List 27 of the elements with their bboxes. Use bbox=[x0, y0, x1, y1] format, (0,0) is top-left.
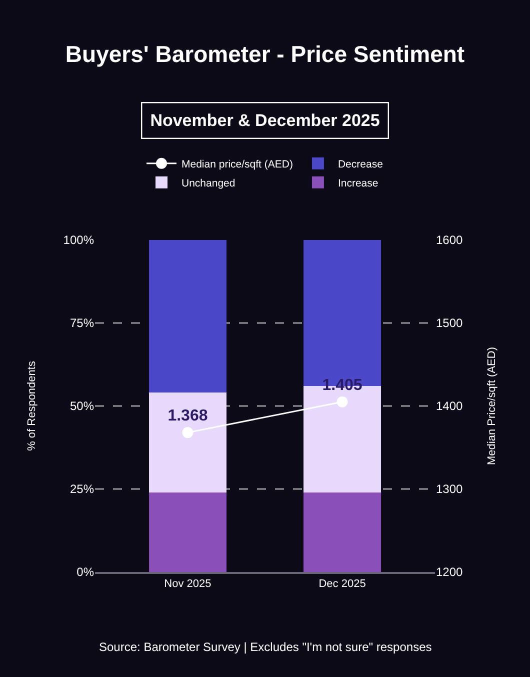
y-tick-label: 50% bbox=[70, 399, 94, 414]
y-axis-title: % of Respondents bbox=[26, 360, 38, 451]
y2-tick-label: 1500 bbox=[436, 316, 464, 330]
legend-label: Decrease bbox=[338, 158, 384, 170]
data-label: 1.405 bbox=[322, 376, 362, 394]
y-tick-label: 75% bbox=[70, 316, 94, 330]
x-tick-label: Nov 2025 bbox=[164, 578, 212, 590]
y-tick-label: 0% bbox=[76, 565, 94, 580]
legend-label: Unchanged bbox=[182, 177, 236, 190]
x-tick-label: Dec 2025 bbox=[318, 578, 366, 590]
y2-tick-label: 1200 bbox=[436, 565, 464, 580]
bar bbox=[149, 392, 226, 492]
source-note: Source: Barometer Survey | Excludes "I'm not sure" responses bbox=[99, 640, 432, 654]
y-tick-label: 25% bbox=[70, 482, 94, 496]
y2-tick-label: 1300 bbox=[436, 482, 464, 496]
bar bbox=[304, 492, 381, 572]
chart-title: Buyers' Barometer - Price Sentiment bbox=[65, 41, 465, 68]
legend-label: Increase bbox=[338, 177, 378, 190]
bar bbox=[149, 240, 226, 393]
y2-tick-label: 1600 bbox=[436, 233, 464, 248]
bar bbox=[149, 492, 226, 572]
y-tick-label: 100% bbox=[63, 233, 94, 248]
y2-axis-title: Median Price/sqft (AED) bbox=[486, 347, 498, 465]
y2-tick-label: 1400 bbox=[436, 399, 464, 414]
legend-label: Median price/sqft (AED) bbox=[182, 158, 293, 170]
data-label: 1.368 bbox=[168, 408, 208, 425]
chart-subtitle: November & December 2025 bbox=[150, 111, 380, 130]
